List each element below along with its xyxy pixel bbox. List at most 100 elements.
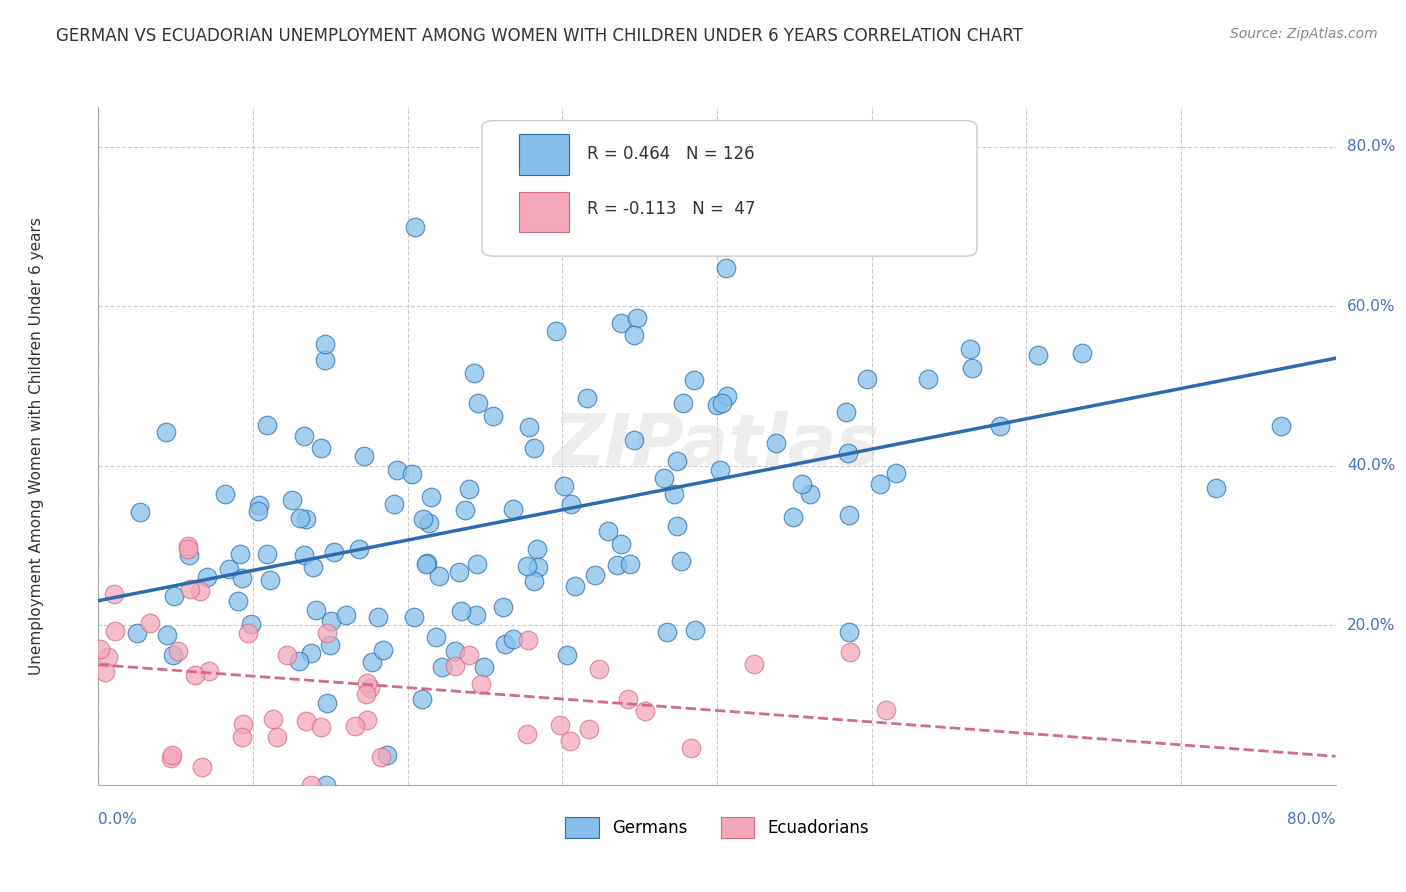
Germans bbox=[799, 487, 821, 501]
Germans bbox=[239, 617, 262, 632]
Germans bbox=[472, 659, 495, 673]
Ecuadorians bbox=[236, 625, 259, 640]
Germans bbox=[1270, 419, 1292, 434]
Germans bbox=[838, 625, 860, 640]
Germans bbox=[706, 398, 728, 412]
Germans bbox=[353, 449, 375, 463]
Germans bbox=[792, 476, 814, 491]
Germans bbox=[404, 610, 426, 624]
Germans bbox=[869, 476, 891, 491]
Ecuadorians bbox=[177, 539, 200, 553]
Germans bbox=[311, 441, 333, 455]
Germans bbox=[516, 558, 538, 573]
Germans bbox=[155, 425, 177, 439]
Ecuadorians bbox=[177, 542, 200, 557]
Ecuadorians bbox=[356, 713, 378, 727]
Ecuadorians bbox=[356, 687, 378, 701]
Germans bbox=[415, 557, 437, 571]
Germans bbox=[623, 433, 645, 447]
Text: Source: ZipAtlas.com: Source: ZipAtlas.com bbox=[1230, 27, 1378, 41]
Germans bbox=[481, 409, 503, 423]
Germans bbox=[959, 343, 981, 357]
Germans bbox=[523, 442, 546, 456]
Germans bbox=[1205, 481, 1227, 495]
Germans bbox=[288, 653, 311, 667]
Germans bbox=[682, 373, 704, 387]
Germans bbox=[502, 502, 524, 516]
Ecuadorians bbox=[188, 584, 211, 599]
Germans bbox=[247, 498, 270, 512]
Germans bbox=[420, 490, 443, 504]
Germans bbox=[467, 396, 489, 410]
Germans bbox=[463, 366, 485, 380]
Germans bbox=[553, 479, 575, 493]
Germans bbox=[292, 548, 315, 562]
Germans bbox=[782, 510, 804, 524]
Germans bbox=[335, 607, 357, 622]
Germans bbox=[404, 219, 426, 234]
Text: 60.0%: 60.0% bbox=[1347, 299, 1395, 314]
Germans bbox=[214, 487, 236, 501]
Germans bbox=[716, 389, 738, 403]
Germans bbox=[765, 435, 787, 450]
Ecuadorians bbox=[470, 676, 492, 690]
Germans bbox=[387, 463, 409, 477]
Germans bbox=[672, 395, 695, 409]
Ecuadorians bbox=[160, 748, 183, 763]
Germans bbox=[626, 310, 648, 325]
Ecuadorians bbox=[103, 587, 125, 601]
Text: 80.0%: 80.0% bbox=[1288, 812, 1336, 827]
Germans bbox=[596, 524, 619, 538]
Germans bbox=[1071, 346, 1094, 360]
Ecuadorians bbox=[617, 692, 640, 706]
Germans bbox=[177, 548, 200, 562]
Ecuadorians bbox=[356, 676, 378, 690]
Germans bbox=[856, 372, 879, 386]
Germans bbox=[371, 643, 394, 657]
Germans bbox=[294, 429, 316, 443]
Germans bbox=[382, 497, 405, 511]
Germans bbox=[425, 631, 447, 645]
Germans bbox=[449, 565, 471, 579]
Ecuadorians bbox=[262, 712, 284, 726]
Ecuadorians bbox=[309, 720, 332, 734]
Germans bbox=[412, 512, 434, 526]
Germans bbox=[671, 554, 693, 568]
Germans bbox=[163, 590, 186, 604]
Germans bbox=[246, 504, 269, 518]
Germans bbox=[494, 637, 516, 651]
Ecuadorians bbox=[138, 615, 160, 630]
Germans bbox=[125, 626, 148, 640]
Germans bbox=[523, 574, 546, 588]
Germans bbox=[884, 466, 907, 480]
Ecuadorians bbox=[89, 642, 111, 657]
Germans bbox=[960, 360, 983, 375]
Ecuadorians bbox=[578, 722, 600, 736]
Ecuadorians bbox=[344, 719, 367, 733]
Text: R = -0.113   N =  47: R = -0.113 N = 47 bbox=[588, 200, 755, 218]
Germans bbox=[652, 471, 675, 485]
Germans bbox=[129, 505, 152, 519]
Germans bbox=[583, 567, 606, 582]
Germans bbox=[418, 516, 440, 531]
Germans bbox=[990, 418, 1012, 433]
Ecuadorians bbox=[839, 645, 862, 659]
Text: 20.0%: 20.0% bbox=[1347, 618, 1395, 633]
Germans bbox=[347, 541, 370, 556]
Ecuadorians bbox=[191, 760, 214, 774]
Ecuadorians bbox=[231, 731, 253, 745]
Germans bbox=[281, 493, 304, 508]
Germans bbox=[837, 446, 859, 460]
Ecuadorians bbox=[232, 717, 254, 731]
Germans bbox=[231, 571, 253, 585]
Germans bbox=[450, 604, 472, 618]
Germans bbox=[299, 646, 322, 660]
Germans bbox=[319, 614, 342, 628]
Germans bbox=[367, 610, 389, 624]
Germans bbox=[162, 648, 184, 663]
Germans bbox=[666, 519, 689, 533]
Ecuadorians bbox=[515, 727, 537, 741]
Ecuadorians bbox=[160, 751, 183, 765]
Text: GERMAN VS ECUADORIAN UNEMPLOYMENT AMONG WOMEN WITH CHILDREN UNDER 6 YEARS CORREL: GERMAN VS ECUADORIAN UNEMPLOYMENT AMONG … bbox=[56, 27, 1024, 45]
Ecuadorians bbox=[167, 644, 190, 658]
